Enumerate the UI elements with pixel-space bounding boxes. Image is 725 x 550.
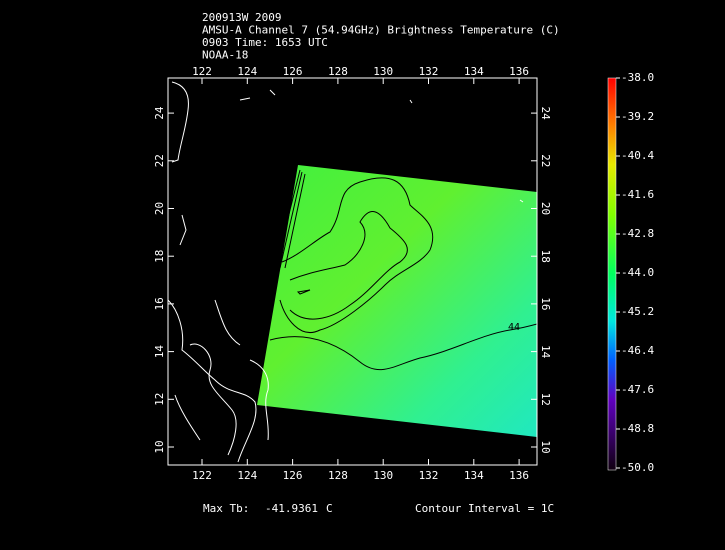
colorbar-label: -46.4	[621, 344, 654, 357]
lon-label-top: 128	[328, 65, 348, 78]
data-swath	[257, 165, 537, 437]
lon-label-bottom: 134	[464, 469, 484, 482]
max-label: Max Tb:	[203, 502, 249, 515]
lat-label-right: 20	[539, 202, 552, 215]
header-line: 0903 Time: 1653 UTC	[202, 36, 328, 49]
lat-label-left: 18	[153, 250, 166, 263]
coastlines	[168, 81, 524, 463]
lon-label-bottom: 126	[283, 469, 303, 482]
lat-label-left: 12	[153, 393, 166, 406]
colorbar-label: -42.8	[621, 227, 654, 240]
colorbar-label: -38.0	[621, 71, 654, 84]
lat-label-left: 20	[153, 202, 166, 215]
lat-label-right: 14	[539, 345, 552, 359]
lat-label-left: 24	[153, 106, 166, 120]
lon-label-top: 126	[283, 65, 303, 78]
lat-label-right: 24	[539, 106, 552, 120]
colorbar-label: -41.6	[621, 188, 654, 201]
lon-label-bottom: 122	[192, 469, 212, 482]
lat-label-left: 22	[153, 154, 166, 167]
lon-label-top: 122	[192, 65, 212, 78]
lat-label-right: 12	[539, 393, 552, 406]
lon-label-top: 130	[373, 65, 393, 78]
lon-label-top: 136	[509, 65, 529, 78]
header-line: 200913W 2009	[202, 11, 281, 24]
colorbar-label: -47.6	[621, 383, 654, 396]
lon-label-bottom: 132	[419, 469, 439, 482]
colorbar-label: -45.2	[621, 305, 654, 318]
lon-label-bottom: 136	[509, 469, 529, 482]
max-value: -41.9361	[265, 502, 318, 515]
colorbar-label: -39.2	[621, 110, 654, 123]
contour-interval: Contour Interval = 1C	[415, 502, 554, 515]
colorbar-label: -50.0	[621, 461, 654, 474]
lon-label-bottom: 128	[328, 469, 348, 482]
header-line: NOAA-18	[202, 49, 248, 62]
map-area	[168, 81, 537, 463]
lat-label-left: 14	[153, 345, 166, 359]
lat-label-left: 10	[153, 440, 166, 453]
colorbar-label: -44.0	[621, 266, 654, 279]
colorbar	[607, 77, 617, 471]
lat-label-left: 16	[153, 297, 166, 310]
colorbar-label: -48.8	[621, 422, 654, 435]
lon-label-bottom: 124	[237, 469, 257, 482]
lon-label-top: 124	[237, 65, 257, 78]
contours	[269, 169, 537, 371]
header-line: AMSU-A Channel 7 (54.94GHz) Brightness T…	[202, 24, 560, 37]
lon-label-top: 134	[464, 65, 484, 78]
max-unit: C	[326, 502, 333, 515]
colorbar-label: -40.4	[621, 149, 654, 162]
lat-label-right: 18	[539, 250, 552, 263]
lon-label-top: 132	[419, 65, 439, 78]
lat-label-right: 22	[539, 154, 552, 167]
contour-label: 44	[508, 322, 520, 333]
lat-label-right: 16	[539, 297, 552, 310]
map-frame	[167, 77, 538, 466]
lat-label-right: 10	[539, 440, 552, 453]
lon-label-bottom: 130	[373, 469, 393, 482]
